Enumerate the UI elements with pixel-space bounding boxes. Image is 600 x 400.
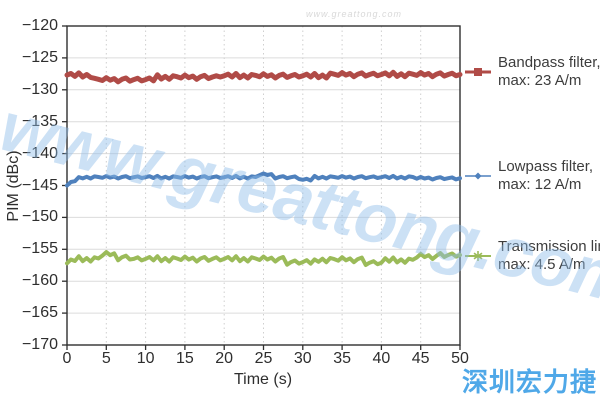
y-tick-label: −120 <box>21 17 58 34</box>
series-line-2 <box>65 250 462 267</box>
x-tick-label: 5 <box>101 350 111 367</box>
brand-text: 深圳宏力捷 <box>462 367 598 397</box>
y-tick-label: −140 <box>21 144 58 162</box>
y-tick-label: −160 <box>21 272 58 290</box>
x-tick-label: 15 <box>175 350 194 367</box>
x-tick-label: 30 <box>293 350 312 367</box>
y-tick-label: −145 <box>21 176 58 194</box>
x-tick-label: 20 <box>215 350 234 367</box>
y-tick-label: −135 <box>21 112 58 130</box>
legend-label-line1: Lowpass filter, <box>498 158 594 175</box>
legend-item-transmission-line: Transmission line, max: 4.5 A/m <box>464 238 600 275</box>
legend-item-bandpass-filter: Bandpass filter, max: 23 A/m <box>464 54 600 91</box>
x-tick-label: 25 <box>254 350 273 367</box>
y-axis-title: PIM (dBc) <box>5 150 22 222</box>
x-tick-label: 40 <box>372 350 391 367</box>
legend-marker-star-icon <box>465 251 491 262</box>
legend-label-line2: max: 12 A/m <box>498 176 582 194</box>
y-tick-label: −125 <box>21 48 58 66</box>
x-tick-label: 35 <box>333 350 351 367</box>
y-tick-label: −130 <box>21 80 58 98</box>
series-line-0 <box>64 69 463 85</box>
y-tick-label: −150 <box>21 208 58 226</box>
x-axis-title: Time (s) <box>233 371 293 388</box>
y-tick-label: −170 <box>21 336 58 353</box>
y-tick-label: −165 <box>21 304 58 322</box>
legend-label-line2: max: 23 A/m <box>498 72 582 90</box>
legend-label-line1: Transmission line, <box>498 238 600 255</box>
series-line-1 <box>65 171 462 188</box>
x-tick-label: 50 <box>451 350 469 367</box>
legend-label-line1: Bandpass filter, <box>498 54 600 71</box>
y-tick-label: −155 <box>21 240 58 258</box>
x-tick-label: 0 <box>62 350 72 367</box>
legend-label-line2: max: 4.5 A/m <box>498 256 586 274</box>
x-tick-label: 45 <box>411 350 430 367</box>
legend-marker-square-icon <box>465 68 491 77</box>
legend-marker-diamond-icon <box>465 172 491 180</box>
legend-item-lowpass-filter: Lowpass filter, max: 12 A/m <box>464 158 593 195</box>
x-tick-label: 10 <box>136 350 155 367</box>
